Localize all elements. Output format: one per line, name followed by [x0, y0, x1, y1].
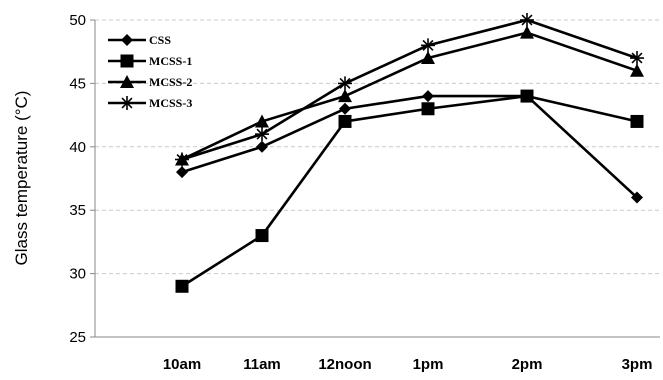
series-mcss-1 — [175, 89, 644, 293]
data-point — [421, 38, 435, 53]
axes — [94, 20, 660, 338]
gridlines — [90, 19, 660, 338]
y-tick-label: 40 — [69, 139, 86, 156]
series-line — [181, 18, 638, 161]
legend-item: MCSS-3 — [108, 96, 192, 110]
x-tick-label: 10am — [163, 356, 201, 373]
data-point — [255, 114, 269, 128]
y-tick-label: 35 — [69, 202, 86, 219]
data-point — [422, 90, 434, 103]
data-point — [338, 76, 352, 91]
data-point — [520, 89, 534, 103]
data-point — [631, 191, 643, 204]
data-point — [520, 25, 534, 39]
data-point — [520, 13, 534, 27]
data-point — [175, 152, 189, 167]
series-mcss-2 — [175, 25, 644, 166]
data-point — [421, 51, 435, 65]
data-point — [338, 89, 352, 103]
y-tick-label: 45 — [69, 75, 86, 92]
legend-item: CSS — [108, 33, 171, 47]
x-tick-label: 12noon — [318, 356, 371, 373]
legend-label: MCSS-3 — [149, 96, 192, 110]
y-tick-label: 30 — [69, 266, 86, 283]
x-tick-label: 3pm — [622, 356, 653, 373]
data-point — [255, 229, 269, 243]
y-tick-label: 25 — [69, 329, 86, 346]
legend-marker — [120, 54, 134, 68]
series-group — [175, 13, 644, 293]
data-point — [630, 51, 644, 66]
data-point — [175, 279, 189, 293]
series-line — [181, 94, 638, 199]
data-point — [421, 102, 435, 116]
x-tick-labels: 10am 11am 12noon 1pm 2pm 3pm — [163, 356, 653, 373]
legend-marker — [120, 75, 134, 88]
data-point — [338, 114, 352, 128]
series-line — [181, 94, 638, 288]
data-point — [256, 140, 268, 153]
y-axis-title: Glass temperature (°C) — [12, 91, 31, 266]
data-point — [630, 63, 644, 77]
data-point — [339, 102, 351, 115]
legend: CSS MCSS-1 MCSS-2 MCSS-3 — [108, 33, 192, 110]
legend-item: MCSS-1 — [108, 54, 192, 68]
data-point — [255, 127, 269, 142]
legend-marker — [121, 34, 133, 46]
x-tick-label: 2pm — [512, 356, 543, 373]
x-tick-label: 11am — [243, 356, 281, 373]
legend-label: MCSS-1 — [149, 54, 192, 68]
legend-marker — [120, 96, 134, 110]
series-mcss-3 — [175, 13, 644, 167]
data-point — [630, 114, 644, 128]
legend-label: CSS — [149, 33, 171, 47]
x-tick-label: 1pm — [413, 356, 444, 373]
y-tick-labels: 25 30 35 40 45 50 — [69, 12, 86, 346]
y-tick-label: 50 — [69, 12, 86, 29]
series-line — [181, 31, 638, 161]
data-point — [176, 166, 188, 179]
legend-label: MCSS-2 — [149, 75, 192, 89]
legend-item: MCSS-2 — [108, 75, 192, 89]
